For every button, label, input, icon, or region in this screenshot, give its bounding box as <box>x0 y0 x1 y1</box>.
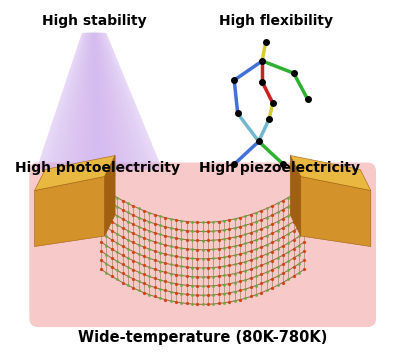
Text: High stability: High stability <box>42 14 147 28</box>
Text: Wide-temperature (80K-780K): Wide-temperature (80K-780K) <box>78 330 327 345</box>
Polygon shape <box>301 176 371 246</box>
Polygon shape <box>290 155 301 236</box>
Polygon shape <box>105 155 115 236</box>
FancyBboxPatch shape <box>29 162 376 327</box>
Text: High flexibility: High flexibility <box>219 14 333 28</box>
Polygon shape <box>36 33 162 169</box>
Text: High photoelectricity: High photoelectricity <box>15 161 180 175</box>
Polygon shape <box>35 176 105 246</box>
Polygon shape <box>35 155 115 191</box>
Text: High piezoelectricity: High piezoelectricity <box>199 161 360 175</box>
Polygon shape <box>290 155 371 191</box>
